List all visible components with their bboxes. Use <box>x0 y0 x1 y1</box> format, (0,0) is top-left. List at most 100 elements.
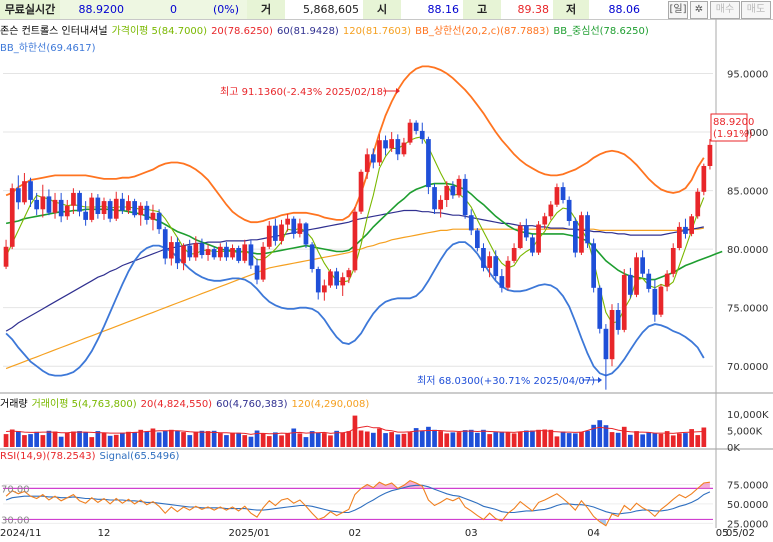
x-tick-label: 05 <box>715 528 729 539</box>
low-arrowhead <box>598 377 602 383</box>
candle-down <box>254 265 260 280</box>
candle-down <box>603 328 609 360</box>
volume-bar <box>34 431 39 447</box>
stock-name: 존슨 컨트롤스 인터내셔널 <box>0 26 108 37</box>
candle-down <box>450 185 456 196</box>
price-tick-label: 75.0000 <box>727 304 768 315</box>
volume-bar <box>560 431 566 447</box>
settings-icon[interactable]: ✲ <box>690 1 708 19</box>
volume-bar <box>77 431 82 447</box>
high-annotation: 최고 91.1360(-2.43% 2025/02/18) <box>220 86 387 98</box>
volume-bar <box>511 433 517 447</box>
candle-down <box>597 287 603 329</box>
low-value: 88.06 <box>608 3 641 16</box>
candle-up <box>52 199 58 213</box>
volume-bar <box>132 432 137 447</box>
volume-bar <box>138 429 144 447</box>
volume-bar <box>487 434 492 447</box>
volume-legend: 거래량 거래이평 5(4,763,800) 20(4,824,550) 60(4,76… <box>0 395 373 410</box>
low-annotation: 최저 68.0300(+30.71% 2025/04/07) <box>417 375 595 387</box>
candle-down <box>683 226 688 234</box>
candle-down <box>236 248 241 261</box>
volume-bar <box>218 433 223 447</box>
volume-tick-label: 5,000K <box>727 426 763 437</box>
period-button[interactable]: [일] <box>668 1 688 19</box>
candle-up <box>689 216 694 234</box>
price-tick-label: 85.0000 <box>727 187 768 198</box>
volume-bar <box>542 429 548 447</box>
signal-line <box>5 484 711 515</box>
volume-bar <box>162 430 168 447</box>
realtime-label: 무료실시간 <box>0 0 60 19</box>
candle-up <box>701 166 707 192</box>
volume-bar <box>279 435 284 447</box>
candle-down <box>481 248 486 268</box>
volume-bar <box>285 433 290 447</box>
volume-bar <box>346 431 352 447</box>
volume-bar <box>438 431 443 447</box>
volume-bar <box>389 432 394 447</box>
volume-bar <box>291 428 297 447</box>
candle-up <box>266 225 272 247</box>
x-axis: 2024/11 12 2025/01 02 03 04 05 05/02 <box>0 528 773 542</box>
volume-bar <box>603 425 609 447</box>
volume-bar <box>107 435 113 447</box>
candle-down <box>652 288 658 315</box>
candle-up <box>322 285 327 293</box>
volume-bar <box>573 433 578 447</box>
volume-bar <box>9 429 15 447</box>
volume-bar <box>395 434 401 447</box>
volume-bar <box>646 432 652 447</box>
price-legend: 존슨 컨트롤스 인터내셔널 가격이평 5(84.7000) 20(78.6250) 6… <box>0 22 653 54</box>
volume-bar <box>591 424 596 447</box>
candle-down <box>646 273 652 289</box>
volume-bar <box>315 432 321 447</box>
volume-bar <box>677 433 682 447</box>
current-price: 88.9200 <box>60 0 130 19</box>
volume-bar <box>419 430 425 447</box>
sell-button[interactable]: 매도 <box>741 1 771 19</box>
volume-bar <box>22 435 27 447</box>
legend-ma60: 60(81.9428) <box>276 26 339 37</box>
candle-up <box>22 181 27 203</box>
open-value: 88.16 <box>427 3 460 16</box>
volume-bar <box>371 432 376 447</box>
volume-bar <box>426 426 431 447</box>
candle-up <box>150 212 156 220</box>
candle-up <box>377 140 382 163</box>
candle-up <box>279 224 284 241</box>
volume-bar <box>664 431 670 447</box>
volume-bar <box>364 431 370 447</box>
candle-up <box>346 270 352 278</box>
candle-down <box>426 139 431 188</box>
candle-down <box>120 198 125 211</box>
candle-up <box>9 188 15 247</box>
candle-up <box>579 215 584 253</box>
candle-down <box>395 139 401 155</box>
price-change-pct: (0%) <box>185 0 247 19</box>
price-tick-label: 95.0000 <box>727 69 768 80</box>
volume-bar <box>524 430 529 447</box>
volume-bar <box>652 433 658 447</box>
legend-signal: Signal(65.5496) <box>99 451 180 462</box>
buy-button[interactable]: 매수 <box>710 1 740 19</box>
stock-chart[interactable]: 95.0000 90.0000 85.0000 80.0000 75.0000 70.00… <box>0 19 773 528</box>
volume-bar <box>628 434 633 447</box>
volume-tick-label: 0K <box>727 443 740 454</box>
candle-up <box>511 248 517 261</box>
candle-down <box>77 192 82 212</box>
candle-up <box>444 185 450 200</box>
volume-bar <box>187 435 193 447</box>
candle-down <box>273 225 278 241</box>
volume-bar <box>113 434 119 447</box>
candle-down <box>28 181 33 200</box>
volume-bar <box>40 435 46 447</box>
volume-bar <box>413 428 419 447</box>
volume-bar <box>615 432 621 447</box>
candle-up <box>542 216 548 225</box>
candle-down <box>83 211 88 220</box>
candle-up <box>89 197 95 220</box>
rsi-tick-label: 50.0000 <box>727 500 768 511</box>
volume-bar <box>536 429 541 447</box>
volume-bar <box>695 435 701 447</box>
